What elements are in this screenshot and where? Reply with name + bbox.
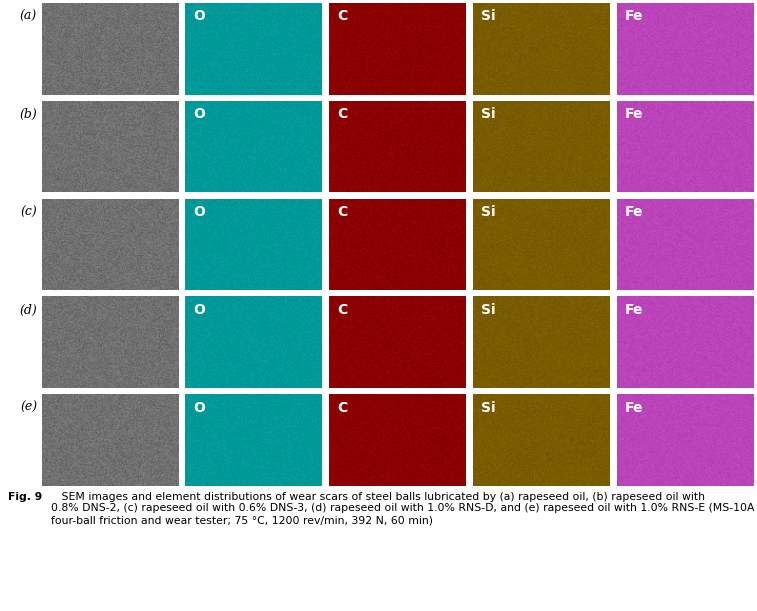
- Text: C: C: [338, 9, 347, 23]
- Text: (e): (e): [20, 401, 37, 414]
- Text: C: C: [338, 401, 347, 414]
- Text: (c): (c): [20, 206, 37, 219]
- Text: Fe: Fe: [625, 9, 643, 23]
- Text: O: O: [194, 401, 205, 414]
- Text: O: O: [194, 205, 205, 219]
- Text: Fe: Fe: [625, 401, 643, 414]
- Text: Si: Si: [481, 401, 496, 414]
- Text: Si: Si: [481, 108, 496, 121]
- Text: C: C: [338, 205, 347, 219]
- Text: (d): (d): [20, 304, 37, 316]
- Text: Fe: Fe: [625, 108, 643, 121]
- Text: O: O: [194, 9, 205, 23]
- Text: SEM images and element distributions of wear scars of steel balls lubricated by : SEM images and element distributions of …: [51, 492, 755, 525]
- Text: (a): (a): [20, 10, 37, 23]
- Text: (b): (b): [20, 108, 37, 121]
- Text: Fe: Fe: [625, 205, 643, 219]
- Text: Fig. 9: Fig. 9: [8, 492, 42, 502]
- Text: O: O: [194, 108, 205, 121]
- Text: Si: Si: [481, 302, 496, 316]
- Text: Si: Si: [481, 9, 496, 23]
- Text: C: C: [338, 108, 347, 121]
- Text: Si: Si: [481, 205, 496, 219]
- Text: O: O: [194, 302, 205, 316]
- Text: Fe: Fe: [625, 302, 643, 316]
- Text: C: C: [338, 302, 347, 316]
